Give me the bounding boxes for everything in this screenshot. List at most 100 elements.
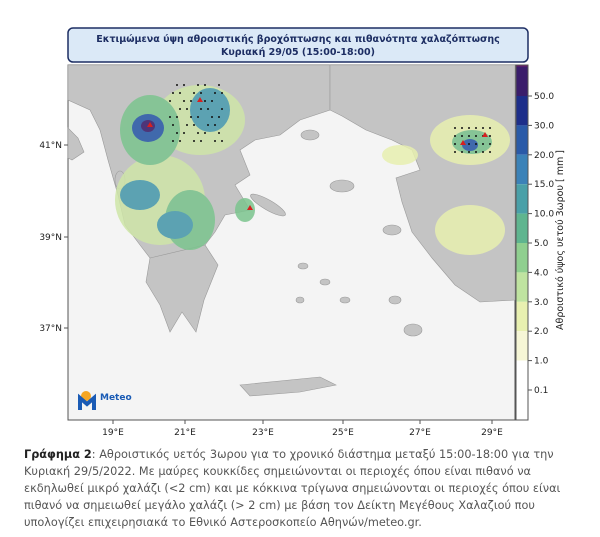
hail-dot (169, 116, 171, 118)
hail-dot (211, 116, 213, 118)
hail-dot (221, 108, 223, 110)
hail-dot (186, 108, 188, 110)
hail-dot (193, 124, 195, 126)
hail-dot (172, 92, 174, 94)
logo: Meteo (78, 391, 132, 410)
hail-dot (200, 140, 202, 142)
hail-dot (482, 143, 484, 145)
hail-dot (176, 132, 178, 134)
hail-triangle (197, 97, 203, 102)
hail-dot (454, 143, 456, 145)
hail-dot (179, 92, 181, 94)
colorbar-segment (516, 96, 528, 126)
hail-dot (207, 108, 209, 110)
hail-dot (218, 132, 220, 134)
colorbar-segment (516, 272, 528, 302)
hail-dot (179, 108, 181, 110)
hail-dot (475, 143, 477, 145)
hail-dot (197, 132, 199, 134)
colorbar-segment (516, 243, 528, 273)
hail-dot (204, 100, 206, 102)
hail-dot (489, 127, 491, 129)
hail-dot (176, 116, 178, 118)
title-box (67, 27, 529, 63)
hail-dot (183, 100, 185, 102)
colorbar-tick-label: 3.0 (534, 298, 549, 308)
lat-label: 37°N (39, 324, 62, 334)
subtitle: Κυριακή 29/05 (15:00-18:00) (221, 47, 375, 58)
hail-dot (207, 124, 209, 126)
colorbar: 50.0 30.0 20.0 15.0 10.0 5.0 4.0 3.0 2.0 1.0 0.1 (515, 64, 554, 421)
hail-dot (214, 124, 216, 126)
title: Εκτιμώμενα ύψη αθροιστικής βροχόπτωσης κ… (96, 34, 500, 45)
colorbar-tick-label: 4.0 (534, 268, 549, 278)
hail-dot (489, 143, 491, 145)
lon-label: 25°E (332, 428, 354, 438)
graticule-ticks (64, 144, 68, 329)
hail-dot (204, 132, 206, 134)
hail-dot (200, 92, 202, 94)
hail-dot (214, 92, 216, 94)
hail-dot (183, 84, 185, 86)
hail-dot (482, 127, 484, 129)
colorbar-tick-label: 2.0 (534, 327, 549, 337)
hail-dot (190, 116, 192, 118)
hail-dot (183, 132, 185, 134)
hail-dot (186, 124, 188, 126)
colorbar-tick-label: 20.0 (534, 151, 554, 161)
hail-dot (475, 135, 477, 137)
colorbar-segment (516, 125, 528, 155)
hail-triangle (482, 132, 488, 137)
hail-triangle (247, 205, 253, 210)
hail-dot (193, 92, 195, 94)
lat-label: 41°N (39, 141, 62, 151)
lat-label: 39°N (39, 233, 62, 243)
hail-dot (461, 151, 463, 153)
hail-dot (454, 135, 456, 137)
hail-dot (218, 84, 220, 86)
hail-dot (179, 140, 181, 142)
colorbar-segment (516, 331, 528, 361)
hail-dot (475, 127, 477, 129)
hail-dot (468, 143, 470, 145)
hail-dot (475, 151, 477, 153)
hail-dot (482, 151, 484, 153)
hail-dot (468, 151, 470, 153)
hail-dot (197, 116, 199, 118)
colorbar-tick-label: 0.1 (534, 386, 548, 396)
caption: Γράφημα 2: Αθροιστικός υετός 3ωρου για τ… (24, 446, 586, 531)
colorbar-segment (516, 213, 528, 243)
hail-dot (468, 135, 470, 137)
colorbar-label: Αθροιστικό ύψος υετού 3ωρου [ mm ] (555, 150, 566, 330)
caption-label: Γράφημα 2 (24, 448, 92, 461)
map-figure: Εκτιμώμενα ύψη αθροιστικής βροχόπτωσης κ… (39, 27, 566, 438)
lon-label: 19°E (102, 428, 124, 438)
hail-dot (200, 108, 202, 110)
colorbar-segment (516, 360, 528, 390)
hail-dot (190, 100, 192, 102)
colorbar-segment (516, 184, 528, 214)
hail-dot (489, 135, 491, 137)
colorbar-tick-label: 5.0 (534, 239, 549, 249)
hail-markers (147, 84, 491, 210)
colorbar-tick-label: 30.0 (534, 121, 554, 131)
hail-dot (176, 84, 178, 86)
colorbar-tick-label: 15.0 (534, 180, 554, 190)
lon-label: 29°E (481, 428, 503, 438)
hail-dot (172, 124, 174, 126)
hail-dot (468, 127, 470, 129)
logo-text: Meteo (100, 393, 132, 403)
hail-dot (461, 127, 463, 129)
hail-dot (221, 140, 223, 142)
caption-text: : Αθροιστικός υετός 3ωρου για το χρονικό… (24, 448, 561, 529)
hail-dot (489, 151, 491, 153)
hail-dot (214, 140, 216, 142)
hail-triangle (460, 140, 466, 145)
hail-dot (221, 92, 223, 94)
lon-label: 27°E (409, 428, 431, 438)
colorbar-tick-label: 50.0 (534, 92, 554, 102)
colorbar-segment (516, 154, 528, 185)
colorbar-segment (516, 66, 528, 96)
colorbar-segment (516, 301, 528, 332)
